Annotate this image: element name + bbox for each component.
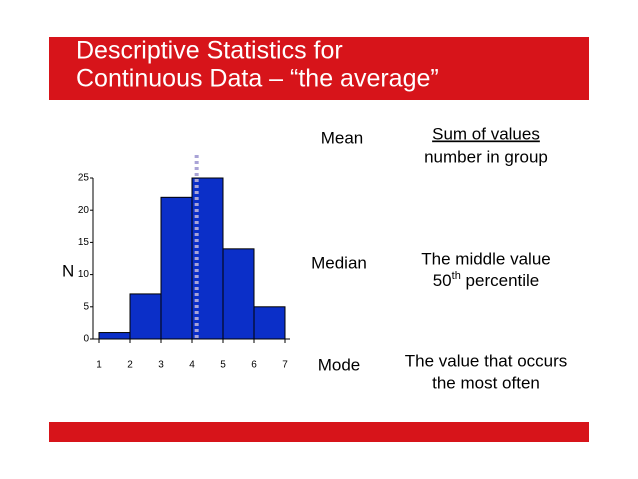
bar [222,248,255,340]
definition-line: the most often [432,373,540,392]
x-tick-label: 5 [220,360,226,371]
x-tick-label: 2 [127,360,133,371]
definition-line: Sum of values [432,124,540,143]
term: Mode [318,355,361,374]
footer-band [49,422,589,442]
title-band [49,37,589,100]
bar [160,196,193,340]
y-tick-label: 0 [83,334,89,345]
ordinal-number: 50 [433,271,452,290]
definition-rest: percentile [461,271,539,290]
bar [129,293,162,340]
definition-line: number in group [424,147,548,166]
bar [98,332,131,340]
y-tick-label: 20 [78,205,90,216]
y-axis-label: N [62,261,74,280]
definition-line: 50th percentile [433,270,540,291]
x-tick-label: 7 [282,360,288,371]
title-line: Descriptive Statistics for [76,37,343,65]
y-tick-label: 15 [78,237,90,248]
x-tick-label: 4 [189,360,195,371]
x-tick-label: 6 [251,360,257,371]
ordinal-suffix: th [452,270,461,282]
x-tick-label: 3 [158,360,164,371]
bar [253,306,286,340]
y-tick-label: 25 [78,173,90,184]
definition-line: The value that occurs [405,351,568,370]
term: Mean [321,128,364,147]
y-tick-label: 5 [83,301,89,312]
title-line: Continuous Data – “the average” [76,65,439,93]
term: Median [311,253,367,272]
x-tick-label: 1 [96,360,102,371]
y-tick-label: 10 [78,269,90,280]
definition-line: The middle value [421,249,550,268]
